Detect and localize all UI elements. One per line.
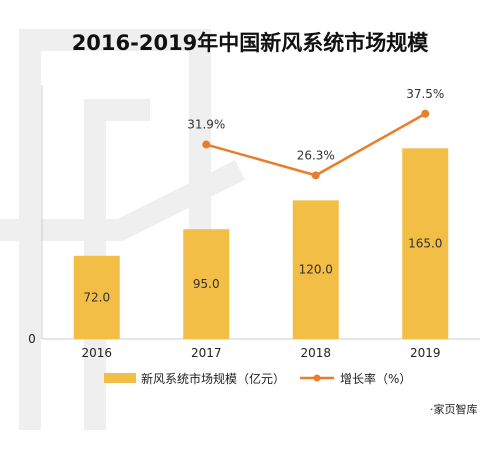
growth-rate-label: 37.5%	[406, 87, 444, 101]
bar	[292, 200, 339, 339]
legend-label-bar: 新风系统市场规模（亿元）	[141, 371, 285, 386]
legend-label-line: 增长率（%）	[340, 371, 411, 386]
legend-swatch-bar	[104, 373, 136, 383]
source-note: ·家页智库	[430, 402, 478, 416]
bar	[73, 255, 120, 339]
legend: 新风系统市场规模（亿元） 增长率（%）	[104, 371, 411, 386]
x-tick-label: 2017	[191, 346, 222, 360]
bar	[402, 148, 449, 339]
bar	[183, 229, 230, 339]
growth-rate-label: 26.3%	[297, 148, 335, 162]
y-tick-label: 0	[28, 332, 36, 346]
growth-rate-point	[421, 109, 430, 118]
chart-title: 2016-2019年中国新风系统市场规模	[72, 31, 430, 55]
growth-rate-point	[311, 171, 320, 180]
x-tick-label: 2018	[300, 346, 331, 360]
x-tick-label: 2016	[81, 346, 112, 360]
growth-rate-line	[205, 112, 426, 177]
plot-area: 0 72.0 2016 95.0 2017 120.0 2018 165.0 2019 31.9%…	[28, 85, 480, 360]
bar-value-label: 120.0	[299, 263, 333, 277]
growth-rate-label: 31.9%	[187, 118, 225, 132]
x-tick-label: 2019	[410, 346, 441, 360]
bar-value-label: 72.0	[83, 290, 110, 304]
bar-value-label: 165.0	[408, 237, 442, 251]
growth-rate-point	[202, 140, 211, 149]
bar-value-label: 95.0	[193, 277, 220, 291]
legend-marker-line	[313, 374, 321, 382]
